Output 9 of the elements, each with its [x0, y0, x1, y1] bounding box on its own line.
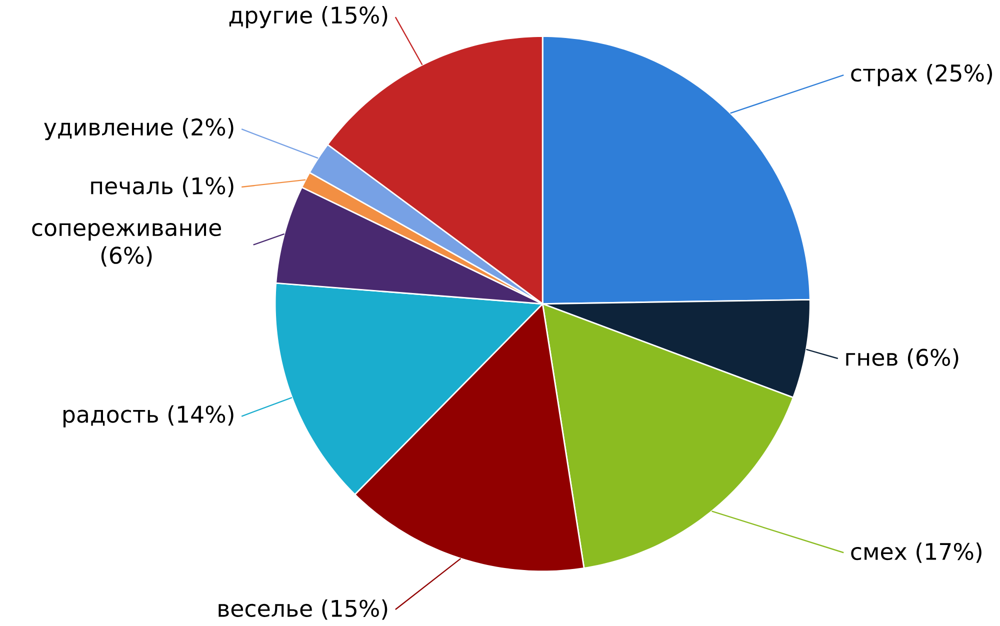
legend-label: сопереживание (6%): [32, 223, 221, 267]
slice-label: удивление (2%): [44, 118, 234, 140]
slice-label: смех (17%): [851, 542, 982, 563]
slice-label: гнев (6%): [846, 348, 958, 369]
slice-label: веселье (15%): [218, 599, 388, 620]
slice-label: радость (14%): [64, 405, 234, 428]
slice-label: другие (15%): [229, 6, 388, 28]
slice-label: страх (25%): [851, 64, 992, 86]
slice-label: печаль (1%): [91, 176, 234, 198]
